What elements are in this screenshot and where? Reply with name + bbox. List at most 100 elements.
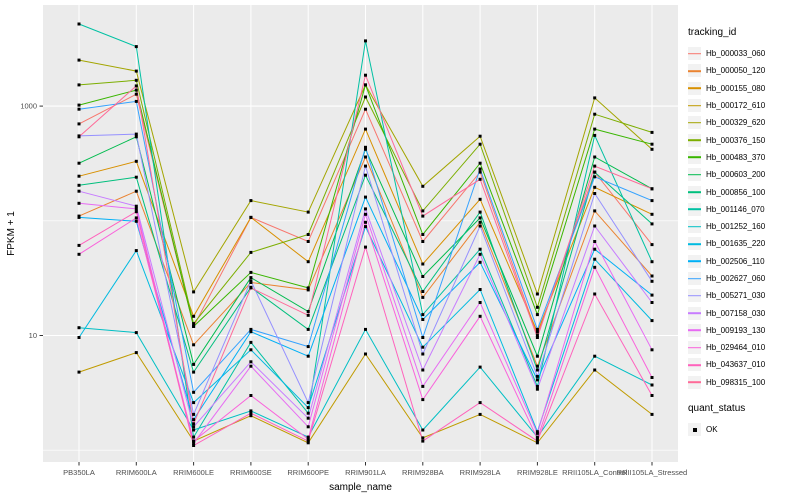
data-point xyxy=(306,425,310,429)
data-point xyxy=(192,370,196,374)
data-point xyxy=(77,201,81,205)
data-point xyxy=(593,224,597,228)
legend-key-line-icon xyxy=(688,323,701,337)
legend-entry-label: Hb_002506_110 xyxy=(706,256,765,266)
data-point xyxy=(364,107,367,111)
data-point xyxy=(421,233,425,236)
data-point xyxy=(650,383,654,387)
data-point xyxy=(77,189,81,193)
legend-entry: Hb_000376_150 xyxy=(688,131,800,148)
data-point xyxy=(192,401,196,405)
data-point xyxy=(306,411,310,415)
data-point xyxy=(650,293,654,297)
legend-entry-label: Hb_001635_220 xyxy=(706,239,766,249)
legend-entry-label: Hb_000376_150 xyxy=(706,135,766,145)
legend-entry: Hb_001146_070 xyxy=(688,201,800,218)
legend-entry-label: Hb_009193_130 xyxy=(706,325,766,335)
quant-status-block: quant_status OK xyxy=(688,403,800,438)
data-point xyxy=(306,406,310,410)
legend-key-line-icon xyxy=(688,202,701,216)
quant-status-label: OK xyxy=(706,425,718,435)
data-point xyxy=(306,313,310,317)
data-point xyxy=(364,95,367,99)
data-point xyxy=(306,435,310,439)
data-point xyxy=(306,354,310,358)
data-point xyxy=(535,313,539,317)
data-point xyxy=(249,411,253,415)
data-point xyxy=(77,370,81,374)
data-point xyxy=(134,132,138,136)
data-point xyxy=(77,83,81,87)
legend-entry-label: Hb_000155_080 xyxy=(706,83,766,93)
x-tick-label: RRIM901LA xyxy=(345,468,386,477)
data-point xyxy=(306,210,310,214)
legend-key-line-icon xyxy=(688,289,701,303)
data-point xyxy=(249,330,253,334)
data-point xyxy=(77,215,81,219)
data-point xyxy=(478,167,482,171)
data-point xyxy=(535,441,539,445)
data-point xyxy=(77,252,81,256)
legend-entries: Hb_000033_060 Hb_000050_120 Hb_000155_080 H… xyxy=(688,45,800,391)
legend-key-line-icon xyxy=(688,358,701,372)
data-point xyxy=(593,265,597,269)
data-point xyxy=(364,245,367,249)
y-tick-label: 10 xyxy=(29,331,37,340)
data-point xyxy=(478,161,482,165)
data-point xyxy=(478,197,482,201)
data-point xyxy=(249,250,253,254)
legend-entry: Hb_000033_060 xyxy=(688,45,800,62)
data-point xyxy=(134,88,138,92)
data-point xyxy=(650,260,654,264)
data-point xyxy=(535,364,539,368)
legend-entry-label: Hb_000172_610 xyxy=(706,101,766,111)
data-point xyxy=(364,145,367,149)
data-point xyxy=(306,288,310,292)
legend-entry: Hb_043637_010 xyxy=(688,356,800,373)
legend-title-quant-status: quant_status xyxy=(688,402,746,414)
data-point xyxy=(192,425,196,429)
data-point xyxy=(478,142,482,146)
data-point xyxy=(535,378,539,382)
data-point xyxy=(364,225,367,229)
data-point xyxy=(478,412,482,416)
data-point xyxy=(478,401,482,405)
data-point xyxy=(421,262,425,266)
data-point xyxy=(306,441,310,445)
legend-key-line-icon xyxy=(688,150,701,164)
data-point xyxy=(535,374,539,378)
data-point xyxy=(650,212,654,216)
legend-entry: Hb_000483_370 xyxy=(688,149,800,166)
data-point xyxy=(593,354,597,358)
data-point xyxy=(478,134,482,138)
data-point xyxy=(249,281,253,284)
data-point xyxy=(306,233,310,236)
data-point xyxy=(306,401,310,405)
data-point xyxy=(364,195,367,199)
data-point xyxy=(134,92,138,96)
data-point xyxy=(306,310,310,313)
data-point xyxy=(535,430,539,434)
data-point xyxy=(478,252,482,256)
data-point xyxy=(306,327,310,331)
data-point xyxy=(478,314,482,318)
data-point xyxy=(249,414,253,418)
data-point xyxy=(249,199,253,203)
data-point xyxy=(421,313,425,317)
data-point xyxy=(535,387,539,391)
data-point xyxy=(192,343,196,347)
data-point xyxy=(192,412,196,416)
data-point xyxy=(593,192,597,195)
data-point xyxy=(593,112,597,116)
data-point xyxy=(249,327,253,331)
data-point xyxy=(77,103,81,107)
data-point xyxy=(249,270,253,274)
legend-entry-label: Hb_000050_120 xyxy=(706,66,766,76)
data-point xyxy=(306,439,310,443)
legend-key-line-icon xyxy=(688,47,701,61)
data-point xyxy=(593,209,597,213)
data-point xyxy=(593,240,597,243)
data-point xyxy=(77,22,81,26)
legend-key-line-icon xyxy=(688,168,701,182)
data-point xyxy=(593,185,597,189)
